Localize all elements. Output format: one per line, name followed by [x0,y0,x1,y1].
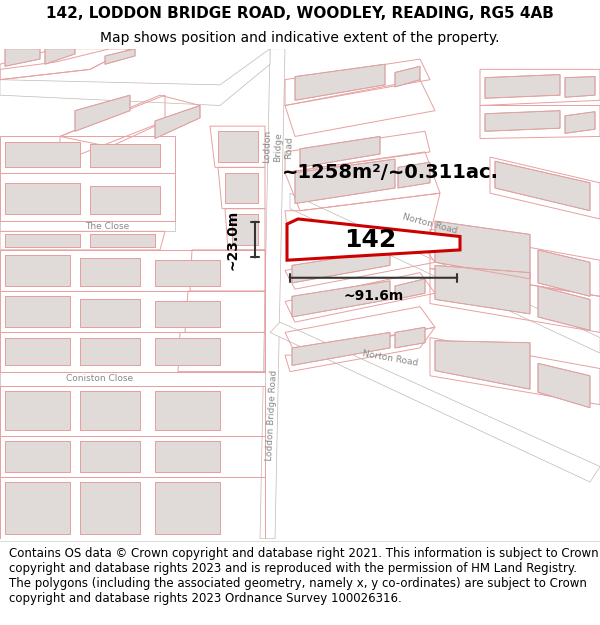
Polygon shape [90,234,155,247]
Polygon shape [5,183,80,214]
Polygon shape [435,266,530,314]
Polygon shape [80,482,140,534]
Text: ~23.0m: ~23.0m [226,209,240,270]
Text: Norton Road: Norton Road [361,349,419,368]
Polygon shape [398,162,430,188]
Polygon shape [435,341,530,389]
Polygon shape [395,328,425,348]
Polygon shape [300,136,380,168]
Polygon shape [485,74,560,98]
Polygon shape [155,338,220,366]
Polygon shape [292,332,390,366]
Polygon shape [90,144,160,168]
Text: Norton Road: Norton Road [401,213,458,236]
Polygon shape [292,281,390,317]
Polygon shape [232,214,258,245]
Polygon shape [538,363,590,408]
Polygon shape [5,296,70,328]
Polygon shape [80,258,140,286]
Polygon shape [5,391,70,431]
Polygon shape [45,49,75,64]
Text: 142: 142 [344,228,396,252]
Polygon shape [565,77,595,98]
Polygon shape [395,66,420,87]
Polygon shape [5,441,70,472]
Polygon shape [260,49,285,539]
Polygon shape [80,338,140,366]
Polygon shape [435,221,530,279]
Polygon shape [5,234,80,247]
Polygon shape [5,142,80,168]
Polygon shape [75,95,130,131]
Polygon shape [218,131,258,162]
Text: 142, LODDON BRIDGE ROAD, WOODLEY, READING, RG5 4AB: 142, LODDON BRIDGE ROAD, WOODLEY, READIN… [46,6,554,21]
Polygon shape [295,64,385,101]
Polygon shape [155,260,220,286]
Polygon shape [5,255,70,286]
Text: ~91.6m: ~91.6m [343,289,404,303]
Polygon shape [0,372,265,386]
Polygon shape [5,49,40,66]
Polygon shape [5,482,70,534]
Polygon shape [5,338,70,366]
Polygon shape [155,441,220,472]
Polygon shape [295,159,395,204]
Polygon shape [80,391,140,431]
Text: Contains OS data © Crown copyright and database right 2021. This information is : Contains OS data © Crown copyright and d… [9,548,599,606]
Polygon shape [565,112,595,133]
Polygon shape [538,250,590,296]
Polygon shape [290,193,600,353]
Text: Coniston Close: Coniston Close [67,374,134,383]
Polygon shape [270,322,600,482]
Polygon shape [485,111,560,131]
Polygon shape [155,482,220,534]
Polygon shape [287,219,460,260]
Text: Loddon Bridge Road: Loddon Bridge Road [265,369,279,461]
Polygon shape [395,279,425,299]
Text: The Close: The Close [85,222,129,231]
Polygon shape [90,186,160,214]
Text: Loddon
Bridge
Road: Loddon Bridge Road [262,129,294,164]
Polygon shape [538,286,590,331]
Text: Map shows position and indicative extent of the property.: Map shows position and indicative extent… [100,31,500,45]
Polygon shape [155,391,220,431]
Polygon shape [80,299,140,328]
Text: ~1258m²/~0.311ac.: ~1258m²/~0.311ac. [281,163,499,182]
Polygon shape [225,173,258,204]
Polygon shape [80,441,140,472]
Polygon shape [292,250,390,283]
Polygon shape [155,106,200,139]
Polygon shape [495,161,590,211]
Polygon shape [155,301,220,328]
Polygon shape [105,49,135,64]
Polygon shape [0,221,175,231]
Polygon shape [0,49,270,106]
